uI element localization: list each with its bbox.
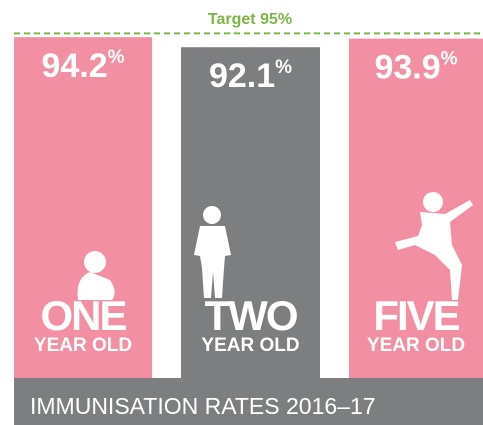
silhouette	[194, 226, 231, 298]
category-label: FIVE	[373, 292, 459, 339]
silhouette	[423, 192, 443, 212]
value-label: 94.2%	[41, 47, 124, 85]
category-subtitle: YEAR OLD	[201, 335, 299, 356]
value-unit: %	[275, 57, 292, 78]
silhouette	[77, 272, 115, 300]
footer-band	[14, 378, 483, 425]
icons	[77, 192, 473, 300]
category-subtitle: YEAR OLD	[34, 335, 132, 356]
value-number: 94.2	[41, 47, 107, 85]
silhouette	[203, 206, 221, 224]
silhouette	[84, 251, 106, 273]
value-number: 92.1	[209, 57, 275, 95]
value-unit: %	[441, 49, 458, 70]
bar	[14, 37, 152, 378]
category-subtitle: YEAR OLD	[367, 335, 465, 356]
chart-title: IMMUNISATION RATES 2016–17	[30, 393, 376, 419]
value-label: 93.9%	[374, 49, 457, 87]
category-label: TWO	[205, 292, 297, 339]
value-label: 92.1%	[209, 57, 292, 95]
value-unit: %	[108, 47, 125, 68]
silhouette	[395, 200, 473, 300]
target-label: Target 95%	[208, 11, 292, 28]
value-number: 93.9	[374, 49, 440, 87]
